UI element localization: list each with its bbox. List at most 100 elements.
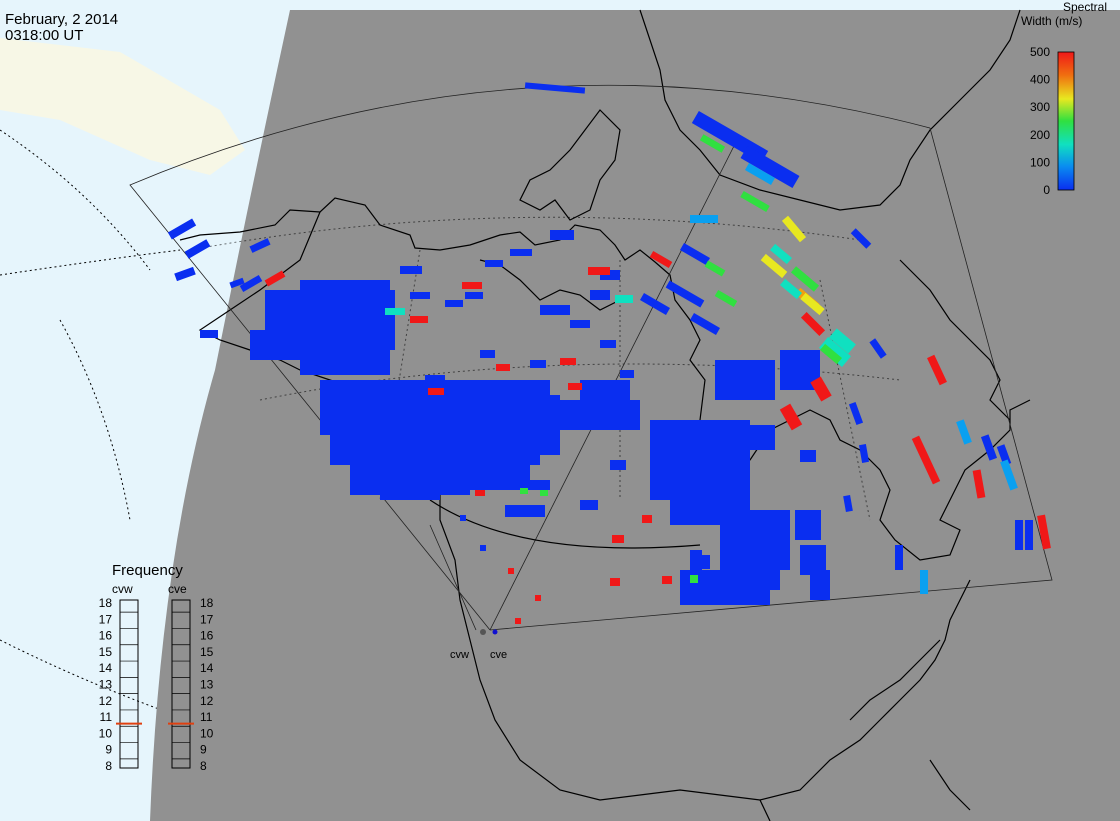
- freq-scale-label: 8: [200, 759, 207, 773]
- scatter-cell: [460, 515, 466, 521]
- scatter-cell: [790, 266, 820, 292]
- freq-scale-label: 13: [200, 678, 214, 692]
- scatter-cell: [690, 313, 720, 335]
- scatter-cell: [588, 267, 610, 275]
- scatter-cell: [496, 364, 510, 371]
- scatter-cell: [927, 354, 947, 386]
- scatter-cell: [680, 243, 710, 265]
- land-day-alaska: [0, 38, 245, 175]
- scatter-cell: [1037, 514, 1051, 550]
- scatter-cell: [1000, 459, 1018, 491]
- freq-box-cvw: [119, 599, 139, 769]
- scatter-cell: [779, 403, 803, 431]
- scatter-cell: [540, 490, 548, 496]
- scatter-cell: [745, 425, 775, 450]
- scatter-cell: [972, 469, 986, 499]
- scatter-cell: [640, 293, 670, 315]
- scatter-cell: [690, 575, 698, 583]
- freq-scale: 18 18 17 17 16 16 15 15 14 14 13 13 12 12 11 11 10 10 9 9 8 8: [99, 596, 214, 773]
- scatter-cell: [550, 230, 574, 240]
- scatter-cell: [560, 358, 576, 365]
- freq-scale-label: 15: [200, 645, 214, 659]
- scatter-cell: [895, 545, 903, 570]
- colorbar-tick-label: 300: [1030, 100, 1050, 114]
- scatter-cell: [475, 490, 485, 496]
- scatter-cell: [690, 550, 702, 570]
- scatter-cell: [510, 249, 532, 256]
- scatter-cell: [735, 370, 775, 400]
- scatter-cell: [800, 450, 816, 462]
- site-marker-cve: [492, 629, 498, 635]
- scatter-cell: [610, 578, 620, 586]
- scatter-cell: [540, 305, 570, 315]
- scatter-cell: [665, 280, 705, 308]
- freq-scale-label: 18: [99, 596, 113, 610]
- scatter-cell: [250, 330, 310, 360]
- scatter-cell: [524, 82, 586, 94]
- scatter-cell: [515, 618, 521, 624]
- scatter-cell: [610, 460, 626, 470]
- scatter-cell: [520, 488, 528, 494]
- scatter-cell: [848, 401, 864, 426]
- scatter-cell: [428, 388, 444, 395]
- freq-box-cve: [171, 599, 191, 769]
- site-label-cvw: cvw: [450, 649, 469, 661]
- scatter-cell: [425, 375, 445, 383]
- scatter-cell: [820, 343, 842, 365]
- scatter-cell: [843, 495, 853, 512]
- scatter-cell: [480, 545, 486, 551]
- scatter-cell: [704, 260, 726, 277]
- freq-scale-label: 8: [105, 759, 112, 773]
- scatter-cell: [700, 555, 710, 569]
- frequency-panel: Frequency cvw cve 18 18 17 17 16 16 15 15 14 14 13…: [99, 562, 214, 773]
- scatter-cell: [780, 278, 802, 300]
- scatter-cell: [740, 190, 770, 213]
- scatter-cell: [385, 308, 405, 315]
- scatter-cell: [535, 595, 541, 601]
- freq-scale-label: 13: [99, 678, 113, 692]
- scatter-cell: [520, 480, 550, 490]
- scatter-cell: [800, 311, 826, 337]
- colorbar-tick-label: 500: [1030, 45, 1050, 59]
- scatter-cell: [649, 250, 673, 269]
- freq-scale-label: 11: [200, 710, 213, 724]
- scatter-cell: [869, 338, 887, 359]
- freq-scale-label: 10: [200, 726, 214, 740]
- colorbar-title-1: Spectral: [1063, 0, 1107, 14]
- colorbar-ticks: 500 400 300 200 100 0: [1030, 45, 1050, 197]
- freq-scale-label: 12: [99, 694, 113, 708]
- radar-sites: cvw cve: [450, 629, 507, 661]
- site-marker-cvw: [480, 629, 486, 635]
- date-label: February, 2 2014: [5, 11, 118, 28]
- scatter-cell: [819, 336, 851, 368]
- scatter-cell: [400, 390, 530, 490]
- frequency-title: Frequency: [112, 562, 183, 579]
- scatter-cell: [980, 434, 998, 461]
- scatter-cell: [620, 370, 634, 378]
- scatter-cell: [500, 380, 515, 388]
- scatter-cell: [530, 360, 546, 368]
- scatter-cell: [508, 568, 514, 574]
- colorbar-tick-label: 400: [1030, 73, 1050, 87]
- scatter-cell: [590, 290, 610, 300]
- colorbar-title-2: Width (m/s): [1021, 14, 1082, 28]
- freq-scale-label: 12: [200, 694, 214, 708]
- scatter-cell: [239, 274, 263, 293]
- freq-scale-label: 16: [99, 629, 113, 643]
- scatter-cell: [465, 292, 483, 299]
- scatter-cell: [920, 570, 928, 594]
- scatter-cell: [850, 228, 872, 249]
- scatter-cell: [462, 282, 482, 289]
- scatter-cell: [167, 218, 197, 240]
- freq-scale-label: 18: [200, 596, 214, 610]
- scatter-cell: [760, 253, 788, 279]
- scatter-cell: [600, 340, 616, 348]
- colorbar: Spectral Width (m/s) 500 400 300 200 100 0: [1021, 0, 1107, 197]
- freq-radar-label-cve: cve: [168, 582, 187, 596]
- scatter-cell: [200, 330, 218, 338]
- scatter-cell: [580, 500, 598, 510]
- scatter-cell: [699, 134, 726, 153]
- colorbar-gradient: [1057, 51, 1075, 191]
- scatter-cell: [410, 316, 428, 323]
